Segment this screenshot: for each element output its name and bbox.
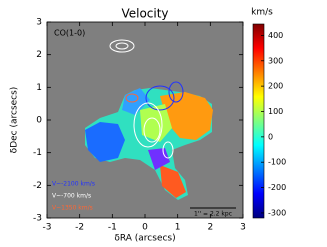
x-tick-label: 3 — [240, 223, 246, 233]
y-tick-label: 1 — [36, 83, 42, 93]
colorbar-tick-label: 300 — [268, 56, 283, 65]
legend-entry: V~1350 km/s — [52, 205, 93, 212]
colorbar — [252, 23, 265, 219]
x-tick-label: -1 — [108, 223, 117, 233]
x-tick-label: 2 — [207, 223, 213, 233]
y-axis-label: δDec (arcsecs) — [10, 87, 20, 154]
velocity-map — [85, 88, 213, 200]
y-tick-label: 3 — [36, 18, 42, 28]
colorbar-tick-label: -100 — [268, 158, 286, 167]
colorbar-label: km/s — [251, 8, 273, 18]
colorbar-tick-label: 200 — [268, 82, 283, 91]
colorbar-tick-label: 400 — [268, 31, 283, 40]
chart-title: Velocity — [121, 7, 168, 21]
legend-entry: V~-700 km/s — [52, 193, 91, 200]
y-tick-label: 0 — [36, 116, 42, 126]
colorbar-tick-label: 100 — [268, 107, 283, 116]
x-axis-label: δRA (arcsecs) — [114, 234, 175, 244]
y-tick-label: -1 — [33, 148, 42, 158]
colorbar-tick-label: 0 — [268, 132, 273, 141]
legend-entry: V~-2100 km/s — [52, 181, 95, 188]
x-tick-label: 1 — [175, 223, 181, 233]
y-tick-label: -2 — [33, 181, 42, 191]
x-tick-label: 0 — [142, 223, 148, 233]
colorbar-tick-label: -300 — [268, 208, 286, 217]
y-tick-label: -3 — [33, 214, 42, 224]
y-tick-label: 2 — [36, 50, 42, 60]
subtitle: CO(1-0) — [54, 29, 85, 38]
scale-bar-label: 1'' = 2.2 kpc — [194, 211, 232, 218]
x-tick-label: -3 — [43, 223, 52, 233]
colorbar-tick-label: -200 — [268, 183, 286, 192]
x-tick-label: -2 — [75, 223, 84, 233]
contours — [109, 39, 184, 159]
